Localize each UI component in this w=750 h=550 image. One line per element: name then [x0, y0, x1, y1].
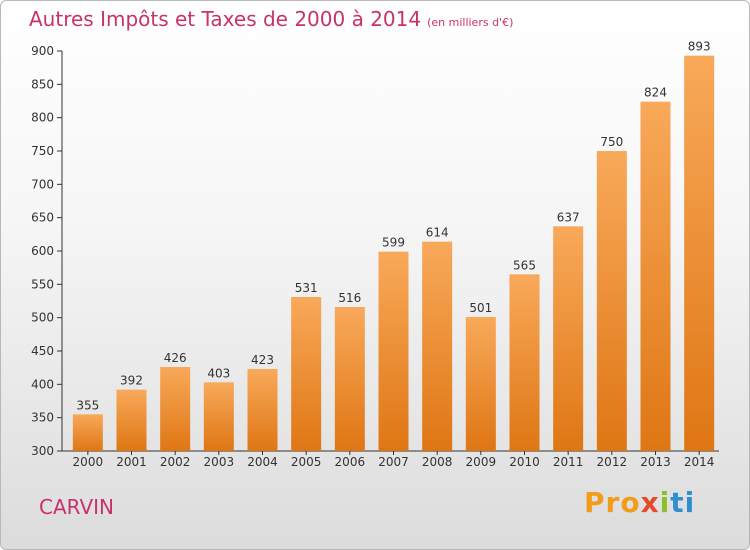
x-tick-label: 2003	[204, 455, 235, 469]
x-tick-label: 2006	[335, 455, 366, 469]
x-tick-label: 2005	[291, 455, 322, 469]
bar-2014	[684, 55, 715, 452]
data-label: 426	[164, 351, 187, 365]
x-tick-label: 2013	[640, 455, 671, 469]
data-label: 501	[469, 301, 492, 315]
y-tick-label: 350	[31, 411, 54, 425]
y-tick-label: 700	[31, 177, 54, 191]
x-tick-label: 2012	[597, 455, 628, 469]
data-label: 614	[426, 226, 449, 240]
y-tick-label: 800	[31, 111, 54, 125]
x-tick-label: 2002	[160, 455, 191, 469]
bar-2010	[509, 274, 540, 451]
city-name: CARVIN	[39, 495, 114, 519]
chart-title: Autres Impôts et Taxes de 2000 à 2014 (en…	[29, 7, 513, 31]
x-tick-label: 2009	[466, 455, 497, 469]
data-label: 403	[207, 366, 230, 380]
bar-2002	[160, 367, 191, 451]
data-label: 531	[295, 281, 318, 295]
bar-2008	[422, 241, 453, 451]
y-tick-label: 750	[31, 144, 54, 158]
data-label: 599	[382, 236, 405, 250]
chart-subtitle: (en milliers d'€)	[427, 16, 514, 29]
chart-title-text: Autres Impôts et Taxes de 2000 à 2014	[29, 7, 422, 31]
y-tick-label: 600	[31, 244, 54, 258]
bar-2004	[247, 369, 278, 451]
proxiti-logo: Proxiti	[584, 486, 696, 519]
x-tick-label: 2011	[553, 455, 584, 469]
y-tick-label: 850	[31, 77, 54, 91]
y-tick-label: 650	[31, 211, 54, 225]
y-tick-label: 550	[31, 277, 54, 291]
x-tick-label: 2008	[422, 455, 453, 469]
x-tick-label: 2014	[684, 455, 715, 469]
data-label: 637	[557, 210, 580, 224]
y-tick-label: 500	[31, 311, 54, 325]
data-label: 750	[600, 135, 623, 149]
bar-2013	[640, 101, 671, 452]
bar-2009	[465, 317, 496, 451]
data-label: 516	[338, 291, 361, 305]
y-tick-label: 300	[31, 444, 54, 458]
y-tick-label: 400	[31, 377, 54, 391]
x-tick-label: 2007	[378, 455, 409, 469]
bar-2000	[72, 414, 103, 451]
bar-2006	[334, 307, 365, 451]
x-tick-label: 2010	[509, 455, 540, 469]
bar-2011	[553, 226, 584, 451]
bar-2012	[596, 151, 627, 451]
data-label: 824	[644, 86, 667, 100]
y-tick-label: 450	[31, 344, 54, 358]
data-label: 893	[688, 40, 711, 54]
bar-2001	[116, 389, 147, 451]
bar-2005	[291, 297, 322, 451]
data-label: 355	[76, 398, 99, 412]
bar-2007	[378, 251, 409, 451]
data-label: 565	[513, 258, 536, 272]
y-tick-label: 900	[31, 44, 54, 58]
data-label: 392	[120, 374, 143, 388]
data-label: 423	[251, 353, 274, 367]
x-tick-label: 2004	[247, 455, 278, 469]
x-tick-label: 2000	[73, 455, 104, 469]
bar-2003	[203, 382, 234, 451]
x-tick-label: 2001	[116, 455, 147, 469]
